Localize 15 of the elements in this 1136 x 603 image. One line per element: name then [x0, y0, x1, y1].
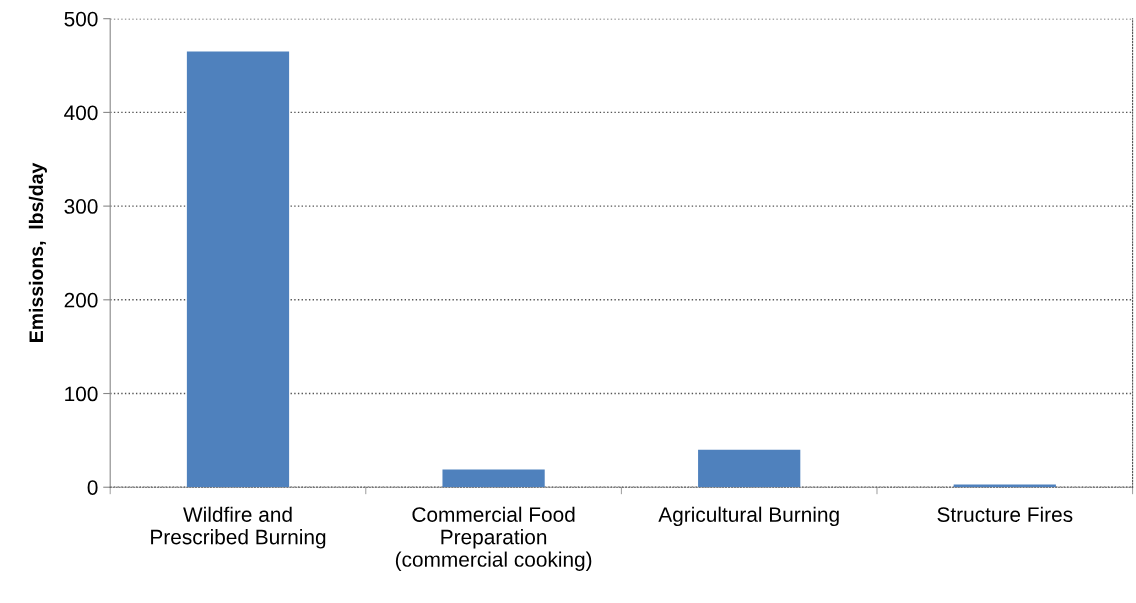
y-tick-label: 100 — [65, 386, 98, 402]
y-tick-label: 400 — [64, 105, 98, 121]
bar — [953, 484, 1056, 488]
y-tick-label: 0 — [87, 480, 98, 495]
bar — [698, 449, 801, 488]
x-tick-label: Agricultural Burning — [658, 506, 839, 527]
x-tick-label: Wildfire and Prescribed Burning — [151, 506, 326, 549]
x-tick-label: Commercial Food Preparation (commercial cooking) — [395, 506, 592, 571]
y-axis-title: Emissions, lbs/day — [28, 162, 47, 342]
y-tick-label: 200 — [64, 292, 98, 308]
y-tick-label: 300 — [64, 199, 98, 214]
bar — [186, 51, 290, 488]
bar — [442, 469, 545, 488]
y-tick-label: 500 — [64, 11, 98, 27]
x-tick-label: Structure Fires — [937, 506, 1073, 522]
